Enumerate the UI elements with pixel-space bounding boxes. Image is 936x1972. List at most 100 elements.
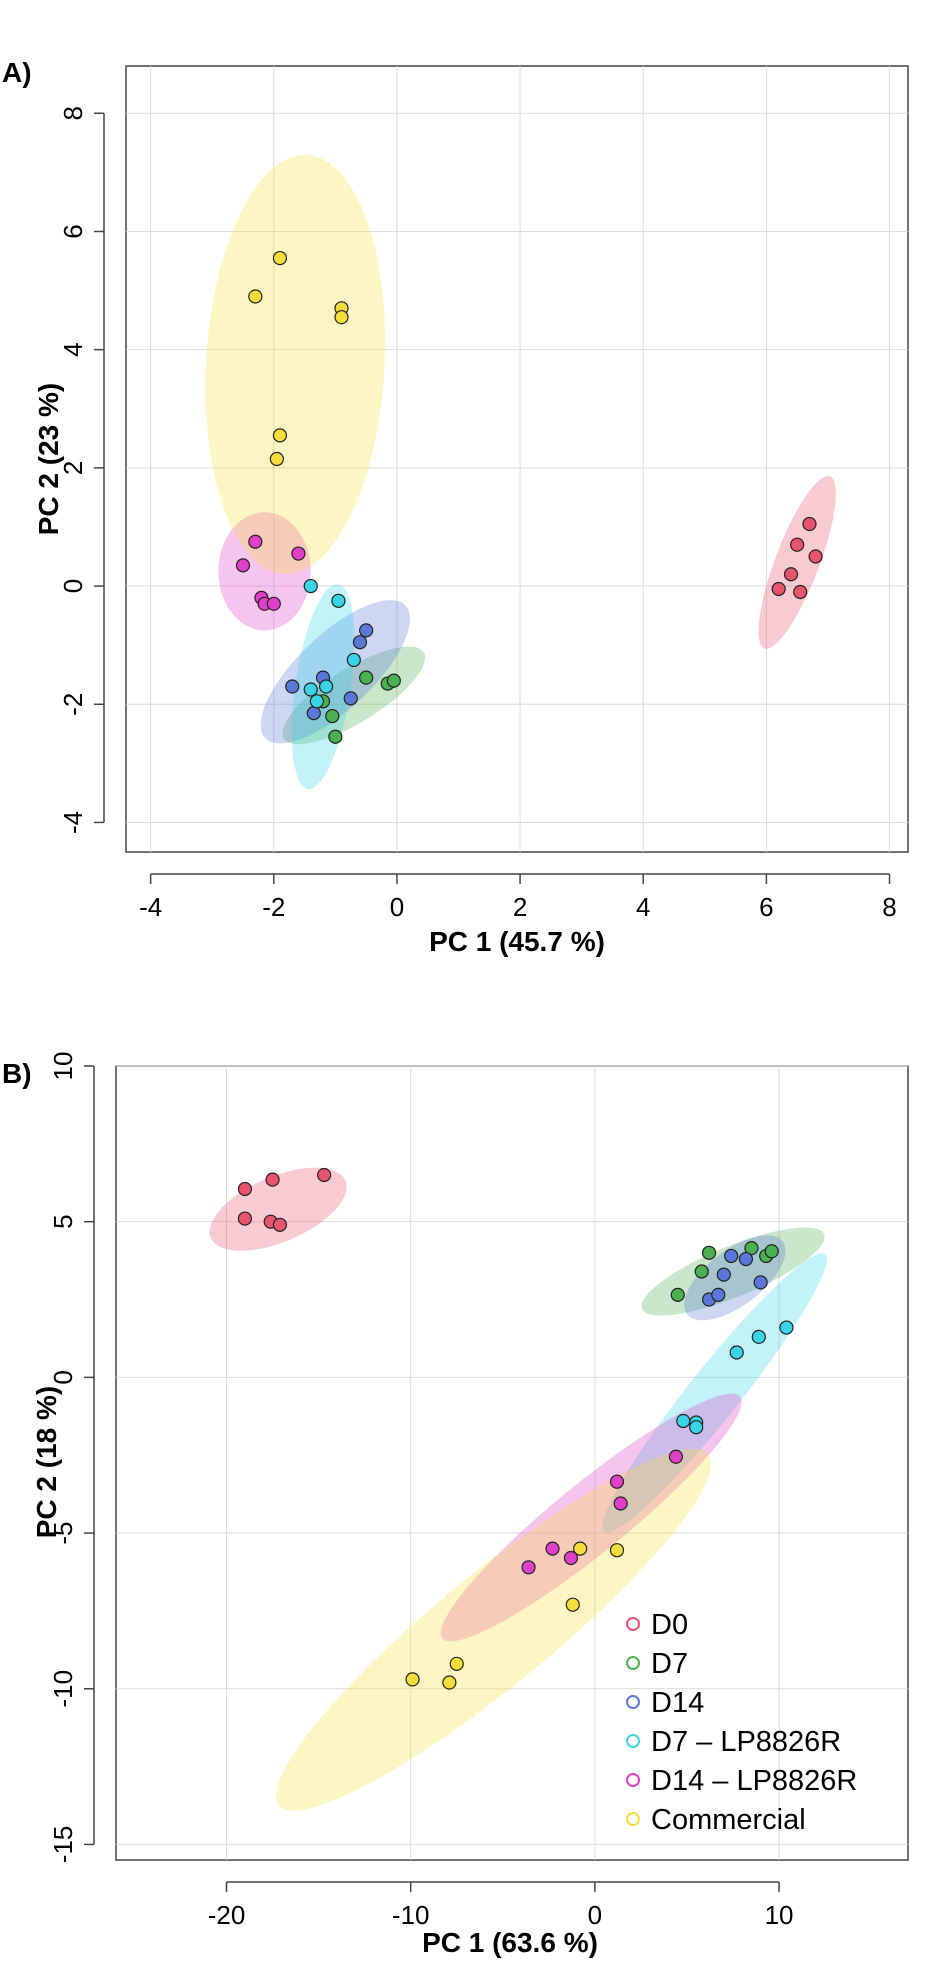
panel-b-point-d7-lp8826r-3 xyxy=(676,1413,691,1429)
panel-a-point-d14-1 xyxy=(306,706,321,721)
panel-a-point-commercial-3 xyxy=(334,310,349,325)
panel-a-point-d0-3 xyxy=(793,584,808,600)
panel-b-point-commercial-1 xyxy=(609,1543,625,1558)
panel-a-point-d7-2 xyxy=(325,708,340,724)
panel-b-point-d7-2 xyxy=(701,1245,717,1260)
panel-a-point-d7-lp8826r-4 xyxy=(309,694,324,709)
legend-label-d14: D14 xyxy=(651,1687,704,1719)
panel-a-point-d14-lp8826r-2 xyxy=(235,558,251,573)
panel-b-point-d14-lp8826r-2 xyxy=(613,1496,628,1511)
panel-b-point-d0-1 xyxy=(265,1172,280,1187)
legend-marker-d7-lp8826r xyxy=(626,1734,640,1748)
panel-a-y-axis-title: PC 2 (23 %) xyxy=(33,383,64,536)
panel-b-point-d7-0 xyxy=(670,1287,685,1302)
panel-a-point-d7-lp8826r-5 xyxy=(319,679,334,694)
panel-a-ellipse-d14 xyxy=(260,600,410,744)
panel-a-ellipse-commercial xyxy=(205,154,386,574)
panel-a-y-tick-label-4: 4 xyxy=(58,342,88,356)
panel-a-x-tick-label-6: 8 xyxy=(882,892,896,922)
panel-b-point-d14-1 xyxy=(711,1287,726,1302)
panel-a-x-tick-label-0: -4 xyxy=(139,892,162,922)
panel-a-point-d14-5 xyxy=(359,623,374,638)
panel-a-ellipse-d14-lp8826r xyxy=(218,512,311,631)
panel-b-plot: B) -20 -10 0 10 -15 -10 -5 0 5 10 PC 1 (63.6 %) P… xyxy=(2,1052,909,1958)
panel-a-point-d14-lp8826r-5 xyxy=(266,596,281,611)
panel-a-y-tick-label-2: 0 xyxy=(58,579,88,593)
panel-a-point-d0-5 xyxy=(808,549,823,564)
panel-b-y-tick-label-4: 5 xyxy=(48,1214,78,1228)
panel-b-point-commercial-4 xyxy=(405,1672,420,1687)
panel-b-point-d7-lp8826r-1 xyxy=(751,1329,766,1344)
panel-a-point-d14-3 xyxy=(343,691,358,706)
panel-b-ellipse-d0 xyxy=(209,1167,347,1251)
legend-marker-d14 xyxy=(626,1695,640,1709)
panel-a-point-d7-3 xyxy=(359,670,374,685)
panel-a-point-commercial-4 xyxy=(272,428,288,443)
panel-b-ellipse-d7 xyxy=(641,1227,825,1316)
legend-marker-d14-lp8826r xyxy=(626,1773,640,1787)
panel-a-x-tick-label-4: 4 xyxy=(636,892,650,922)
legend-marker-commercial xyxy=(626,1812,640,1826)
panel-b-point-commercial-5 xyxy=(442,1675,457,1690)
panel-b-point-d14-lp8826r-4 xyxy=(563,1550,579,1566)
legend-label-d14-lp8826r: D14 – LP8826R xyxy=(651,1765,857,1797)
legend-label-d7: D7 xyxy=(651,1648,688,1680)
panel-b-point-d7-1 xyxy=(694,1264,709,1279)
legend-label-d0: D0 xyxy=(651,1609,688,1641)
panel-a-point-d7-lp8826r-3 xyxy=(303,682,318,697)
panel-a-point-d14-0 xyxy=(285,679,300,694)
panel-a-y-tick-label-5: 6 xyxy=(58,224,88,238)
panel-a-point-d0-0 xyxy=(771,581,786,597)
panel-a-x-axis-title: PC 1 (45.7 %) xyxy=(429,926,605,957)
panel-b-point-d14-lp8826r-0 xyxy=(668,1449,684,1464)
panel-b-point-commercial-3 xyxy=(449,1656,464,1671)
panel-b-y-tick-label-2: -5 xyxy=(48,1521,78,1544)
panel-a-point-d0-4 xyxy=(802,516,817,532)
panel-b-ellipse-d7-lp8826r xyxy=(602,1253,827,1533)
panel-b-y-tick-label-1: -10 xyxy=(48,1670,78,1708)
panel-a-point-d7-lp8826r-2 xyxy=(346,652,361,668)
panel-b-point-commercial-0 xyxy=(573,1541,588,1556)
legend-label-commercial: Commercial xyxy=(651,1804,806,1836)
panel-a-y-tick-label-1: -2 xyxy=(58,693,88,716)
panel-a-frame xyxy=(125,65,909,853)
panel-a-point-d14-4 xyxy=(352,635,368,650)
panel-b-point-commercial-2 xyxy=(565,1597,580,1612)
panel-b-point-d14-lp8826r-3 xyxy=(545,1541,560,1556)
panel-a-point-d7-lp8826r-1 xyxy=(331,593,346,608)
panel-b-y-axis-title: PC 2 (18 %) xyxy=(31,1386,62,1539)
panel-a-x-tick-label-2: 0 xyxy=(390,892,404,922)
panel-b-point-d7-lp8826r-5 xyxy=(689,1420,704,1435)
panel-b-point-d14-lp8826r-5 xyxy=(521,1560,536,1575)
panel-a-x-tick-label-3: 2 xyxy=(513,892,527,922)
panel-a-x-tick-label-5: 6 xyxy=(759,892,773,922)
panel-a-point-d0-1 xyxy=(783,567,799,582)
panel-a-point-d0-2 xyxy=(790,537,805,552)
panel-a-x-tick-label-1: -2 xyxy=(262,892,285,922)
panel-a-point-d14-lp8826r-1 xyxy=(291,546,306,561)
panel-b-point-d14-3 xyxy=(724,1248,739,1264)
legend: D0 D7 D14 D7 – LP8826R D14 – LP8826R Com… xyxy=(626,1609,857,1836)
panel-b-y-tick-label-3: 0 xyxy=(48,1370,78,1384)
panel-b-point-d14-lp8826r-1 xyxy=(609,1474,625,1489)
panel-a-label: A) xyxy=(2,57,32,88)
panel-b-point-d0-3 xyxy=(237,1211,253,1226)
panel-b-point-d14-2 xyxy=(716,1267,731,1282)
panel-a-y-tick-label-3: 2 xyxy=(58,461,88,475)
panel-a-point-d7-5 xyxy=(386,673,401,688)
panel-b-label: B) xyxy=(2,1058,32,1089)
panel-b-point-d7-lp8826r-0 xyxy=(779,1320,794,1335)
panel-b-x-axis-title: PC 1 (63.6 %) xyxy=(422,1927,598,1958)
panel-a-point-commercial-5 xyxy=(269,451,284,467)
panel-b-x-tick-label-1: -10 xyxy=(392,1900,430,1930)
panel-b-point-d14-5 xyxy=(753,1275,768,1290)
legend-marker-d7 xyxy=(626,1656,640,1670)
panel-b-y-tick-label-0: -15 xyxy=(48,1826,78,1864)
panel-b-point-d7-5 xyxy=(764,1244,779,1259)
panel-b-point-d0-0 xyxy=(237,1181,253,1197)
panel-b-ellipse-d14-lp8826r xyxy=(440,1393,742,1642)
panel-a-plot: A) -4 -2 0 2 4 6 8 -4 -2 0 2 4 6 8 PC 1 (45.7 %) PC 2… xyxy=(2,57,909,957)
panel-a-point-d14-lp8826r-0 xyxy=(248,534,263,549)
panel-b-point-d0-5 xyxy=(272,1217,288,1232)
